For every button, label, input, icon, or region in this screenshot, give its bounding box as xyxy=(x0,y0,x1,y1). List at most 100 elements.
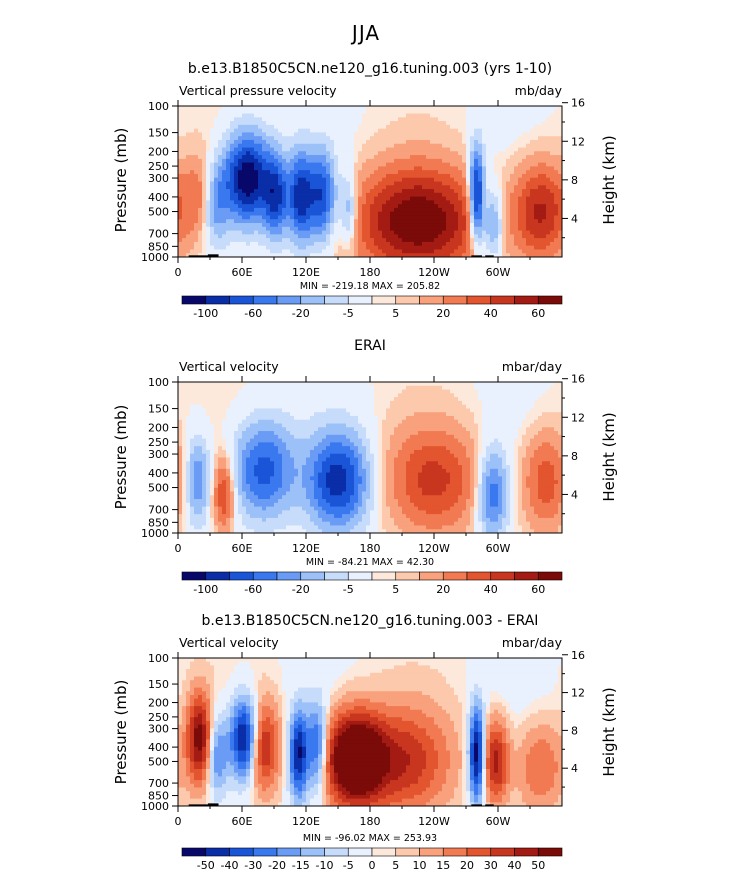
contour-cell xyxy=(366,230,371,235)
contour-cell xyxy=(234,382,239,387)
contour-cell xyxy=(290,393,295,398)
contour-cell xyxy=(298,173,303,179)
contour-cell xyxy=(246,219,251,224)
contour-cell xyxy=(374,200,379,205)
contour-cell xyxy=(242,230,247,235)
contour-cell xyxy=(434,419,439,425)
contour-cell xyxy=(254,173,259,179)
contour-cell xyxy=(318,234,323,239)
contour-cell xyxy=(190,211,195,217)
contour-cell xyxy=(358,139,363,145)
contour-cell xyxy=(422,382,427,387)
contour-cell xyxy=(398,147,403,152)
contour-cell xyxy=(302,158,307,164)
contour-cell xyxy=(454,204,459,209)
contour-cell xyxy=(462,192,467,198)
contour-cell xyxy=(314,106,319,111)
contour-cell xyxy=(422,155,427,160)
contour-cell xyxy=(258,139,263,145)
contour-cell xyxy=(370,136,375,141)
contour-cell xyxy=(246,117,251,122)
contour-cell xyxy=(254,170,259,175)
contour-cell xyxy=(194,238,199,243)
contour-cell xyxy=(450,207,455,213)
contour-cell xyxy=(530,139,535,145)
contour-cell xyxy=(242,113,247,118)
contour-cell xyxy=(210,151,215,156)
y-tick-label: 100 xyxy=(148,100,169,113)
contour-cell xyxy=(430,215,435,220)
contour-cell xyxy=(198,136,203,141)
contour-cell xyxy=(310,109,315,115)
contour-cell xyxy=(394,215,399,220)
contour-cell xyxy=(342,124,347,130)
contour-fill xyxy=(178,106,562,257)
contour-cell xyxy=(338,241,343,247)
contour-cell xyxy=(534,147,539,152)
contour-cell xyxy=(258,170,263,175)
contour-cell xyxy=(546,382,551,387)
contour-cell xyxy=(478,136,483,141)
contour-cell xyxy=(550,397,555,402)
contour-cell xyxy=(410,389,415,394)
topography-mask xyxy=(471,255,482,257)
contour-cell xyxy=(346,385,351,391)
contour-cell xyxy=(286,117,291,122)
contour-cell xyxy=(358,404,363,410)
contour-cell xyxy=(246,162,251,168)
contour-cell xyxy=(454,215,459,220)
contour-cell xyxy=(522,113,527,118)
contour-cell xyxy=(222,121,227,126)
contour-cell xyxy=(290,400,295,406)
contour-cell xyxy=(178,113,183,118)
contour-cell xyxy=(270,170,275,175)
contour-cell xyxy=(542,215,547,220)
contour-cell xyxy=(386,132,391,137)
contour-cell xyxy=(186,181,191,186)
contour-cell xyxy=(506,382,511,387)
contour-cell xyxy=(446,249,451,254)
contour-cell xyxy=(458,109,463,115)
contour-cell xyxy=(186,385,191,391)
contour-cell xyxy=(526,189,531,194)
contour-cell xyxy=(342,106,347,111)
contour-cell xyxy=(214,389,219,394)
contour-cell xyxy=(534,238,539,243)
contour-cell xyxy=(346,230,351,235)
contour-cell xyxy=(330,166,335,171)
contour-cell xyxy=(490,173,495,179)
contour-cell xyxy=(498,226,503,232)
contour-cell xyxy=(402,121,407,126)
contour-cell xyxy=(282,393,287,398)
contour-cell xyxy=(374,223,379,228)
contour-cell xyxy=(358,385,363,391)
contour-cell xyxy=(350,106,355,111)
contour-cell xyxy=(206,415,211,421)
contour-cell xyxy=(190,226,195,232)
contour-cell xyxy=(298,117,303,122)
contour-cell xyxy=(310,385,315,391)
contour-cell xyxy=(470,200,475,205)
contour-cell xyxy=(534,397,539,402)
contour-cell xyxy=(550,226,555,232)
contour-cell xyxy=(218,397,223,402)
contour-cell xyxy=(546,230,551,235)
contour-cell xyxy=(462,207,467,213)
contour-cell xyxy=(490,121,495,126)
contour-cell xyxy=(510,155,515,160)
contour-cell xyxy=(506,128,511,134)
contour-cell xyxy=(382,196,387,201)
contour-cell xyxy=(406,249,411,254)
contour-cell xyxy=(554,181,559,186)
contour-cell xyxy=(414,238,419,243)
contour-cell xyxy=(298,113,303,118)
contour-cell xyxy=(406,241,411,247)
contour-cell xyxy=(362,226,367,232)
contour-cell xyxy=(250,253,255,257)
contour-cell xyxy=(422,158,427,164)
contour-cell xyxy=(310,128,315,134)
contour-cell xyxy=(490,177,495,183)
contour-cell xyxy=(254,189,259,194)
contour-cell xyxy=(330,173,335,179)
contour-cell xyxy=(534,230,539,235)
